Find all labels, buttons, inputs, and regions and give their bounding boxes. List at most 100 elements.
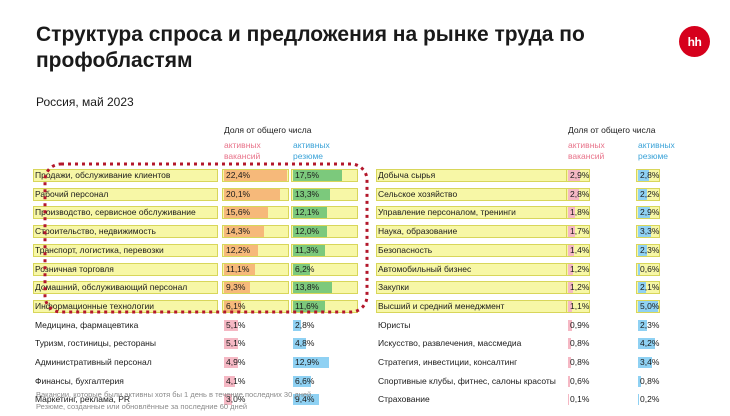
resume-value: 2,3%: [640, 319, 660, 330]
category-label: Маркетинг, реклама, PR: [35, 394, 131, 405]
hh-logo: hh: [679, 26, 710, 57]
resume-value: 0,6%: [640, 263, 660, 274]
category-label: Спортивные клубы, фитнес, салоны красоты: [378, 375, 556, 386]
table-row: Закупки 1,2% 2,1%: [0, 280, 730, 295]
resume-value: 2,2%: [640, 188, 660, 199]
vacancy-value: 5,1%: [226, 338, 246, 349]
vacancy-bar: [224, 319, 239, 331]
resume-value: 0,8%: [640, 375, 660, 386]
resume-value: 2,1%: [640, 282, 660, 293]
vacancy-bar: [568, 338, 572, 350]
vacancy-bar: [224, 338, 239, 350]
resume-bar: [638, 188, 647, 200]
resume-bar: [638, 338, 655, 350]
left-col-vacancies-header: активных вакансий: [224, 140, 261, 161]
resume-bar: [638, 394, 639, 406]
vacancy-bar: [568, 394, 569, 406]
resume-bar: [638, 375, 642, 387]
right-header-share: Доля от общего числа: [568, 125, 656, 135]
resume-value: 2,9%: [640, 207, 660, 218]
table-row: Безопасность 1,4% 2,3%: [0, 243, 730, 257]
table-row: Стратегия, инвестиции, консалтинг 0,8% 3,4…: [0, 355, 730, 369]
resume-bar: [638, 319, 648, 331]
table-row: Юристы 0,9% 2,3%: [0, 318, 730, 332]
vacancy-bar: [224, 394, 233, 406]
vacancy-value: 2,9%: [570, 170, 590, 180]
resume-bar: [638, 226, 652, 238]
vacancy-value: 0,9%: [570, 319, 590, 330]
category-label: Управление персоналом, тренинги: [378, 207, 516, 218]
resume-bar: [293, 394, 320, 406]
table-row: Туризм, гостиницы, рестораны 5,1% 4,8%: [0, 336, 730, 350]
resume-value: 5,0%: [640, 300, 660, 311]
table-row: Административный персонал 4,9% 12,9%: [0, 355, 730, 369]
resume-value: 3,4%: [640, 357, 660, 367]
category-label: Сельское хозяйство: [378, 188, 458, 199]
vacancy-value: 1,1%: [570, 300, 590, 311]
category-label: Финансы, бухгалтерия: [35, 375, 124, 386]
category-label: Добыча сырья: [378, 170, 436, 180]
resume-bar: [293, 357, 330, 368]
resume-bar: [638, 300, 658, 312]
resume-bar: [638, 357, 652, 368]
category-label: Безопасность: [378, 244, 433, 255]
resume-bar: [638, 282, 647, 294]
resume-value: 3,3%: [640, 226, 660, 237]
resume-value: 6,6%: [295, 375, 315, 386]
vacancy-bar: [568, 375, 571, 387]
right-col-resumes-header: активных резюме: [638, 140, 675, 161]
vacancy-value: 1,7%: [570, 226, 590, 237]
resume-value: 2,8%: [640, 170, 660, 180]
table-row: Добыча сырья 2,9% 2,8%: [0, 168, 730, 182]
table-row: Медицина, фармацевтика 5,1% 2,8%: [0, 318, 730, 332]
category-label: Наука, образование: [378, 226, 458, 237]
resume-value: 9,4%: [295, 394, 315, 405]
vacancy-value: 1,8%: [570, 207, 590, 218]
resume-bar: [638, 207, 650, 219]
vacancy-value: 2,8%: [570, 188, 590, 199]
footnote-vacancies: Вакансии, которые были активны хотя бы 1…: [36, 390, 312, 399]
resume-value: 4,2%: [640, 338, 660, 349]
vacancy-bar: [568, 170, 580, 181]
vacancy-bar: [568, 244, 574, 256]
cell-highlight: [636, 262, 660, 276]
category-label: Высший и средний менеджмент: [378, 300, 505, 311]
table-row: Высший и средний менеджмент 1,1% 5,0%: [0, 299, 730, 313]
resume-bar: [293, 319, 301, 331]
vacancy-bar: [568, 300, 573, 312]
vacancy-bar: [568, 357, 572, 368]
vacancy-value: 1,2%: [570, 282, 590, 293]
vacancy-value: 1,4%: [570, 244, 590, 255]
vacancy-bar: [568, 319, 572, 331]
resume-bar: [638, 263, 641, 275]
category-label: Стратегия, инвестиции, консалтинг: [378, 357, 518, 367]
footnote-resumes: Резюме, созданные или обновлённые за пос…: [36, 402, 248, 411]
resume-value: 0,2%: [640, 394, 660, 405]
vacancy-value: 0,8%: [570, 338, 590, 349]
vacancy-bar: [568, 226, 575, 238]
category-label: Туризм, гостиницы, рестораны: [35, 338, 156, 349]
table-row: Автомобильный бизнес 1,2% 0,6%: [0, 262, 730, 276]
resume-bar: [293, 375, 312, 387]
table-row: Наука, образование 1,7% 3,3%: [0, 224, 730, 239]
vacancy-bar: [568, 207, 576, 219]
vacancy-value: 0,6%: [570, 375, 590, 386]
table-row: Управление персоналом, тренинги 1,8% 2,9%: [0, 205, 730, 220]
vacancy-value: 4,1%: [226, 375, 246, 386]
vacancy-bar: [224, 357, 238, 368]
subtitle: Россия, май 2023: [36, 95, 134, 109]
vacancy-value: 1,2%: [570, 263, 590, 274]
category-label: Искусство, развлечения, массмедиа: [378, 338, 522, 349]
vacancy-value: 4,9%: [226, 357, 246, 367]
table-row: Страхование 0,1% 0,2%: [0, 392, 730, 406]
category-label: Юристы: [378, 319, 411, 330]
vacancy-bar: [224, 375, 236, 387]
resume-bar: [638, 170, 650, 181]
vacancy-value: 3,0%: [226, 394, 246, 405]
right-col-vacancies-header: активных вакансий: [568, 140, 605, 161]
resume-bar: [293, 338, 307, 350]
category-label: Автомобильный бизнес: [378, 263, 472, 274]
table-row: Маркетинг, реклама, PR 3,0% 9,4%: [0, 392, 730, 406]
vacancy-value: 0,8%: [570, 357, 590, 367]
